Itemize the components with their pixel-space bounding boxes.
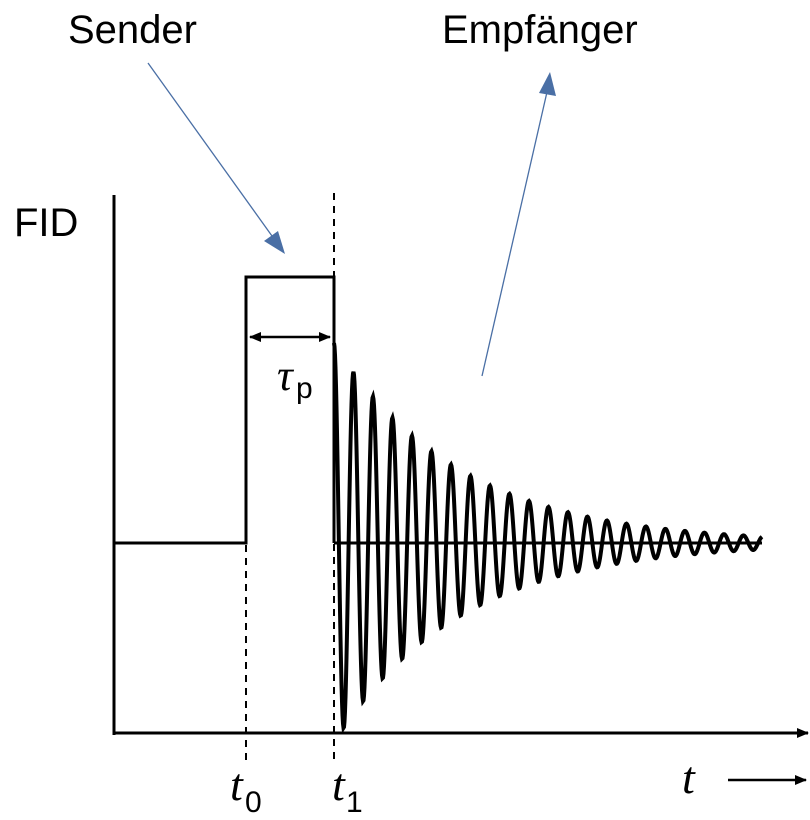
rf-pulse — [114, 275, 336, 545]
pulse-width-subscript: p — [296, 372, 313, 405]
sender-pointer-arrowhead — [264, 231, 285, 254]
t0-symbol: t — [230, 759, 244, 810]
t0-subscript: 0 — [245, 786, 262, 819]
sender-pointer-line — [147, 62, 273, 237]
t1-subscript: 1 — [346, 786, 363, 819]
receiver-pointer-line — [481, 91, 548, 377]
receiver-pointer-arrowhead — [539, 72, 556, 96]
y-axis-label: FID — [14, 201, 78, 245]
fid-signal — [332, 342, 764, 734]
time-axis-label: t — [682, 752, 696, 803]
t1-symbol: t — [332, 759, 346, 810]
sender-label: Sender — [68, 8, 197, 52]
pulse-width-symbol: τ — [277, 351, 295, 400]
receiver-label: Empfänger — [442, 8, 638, 52]
